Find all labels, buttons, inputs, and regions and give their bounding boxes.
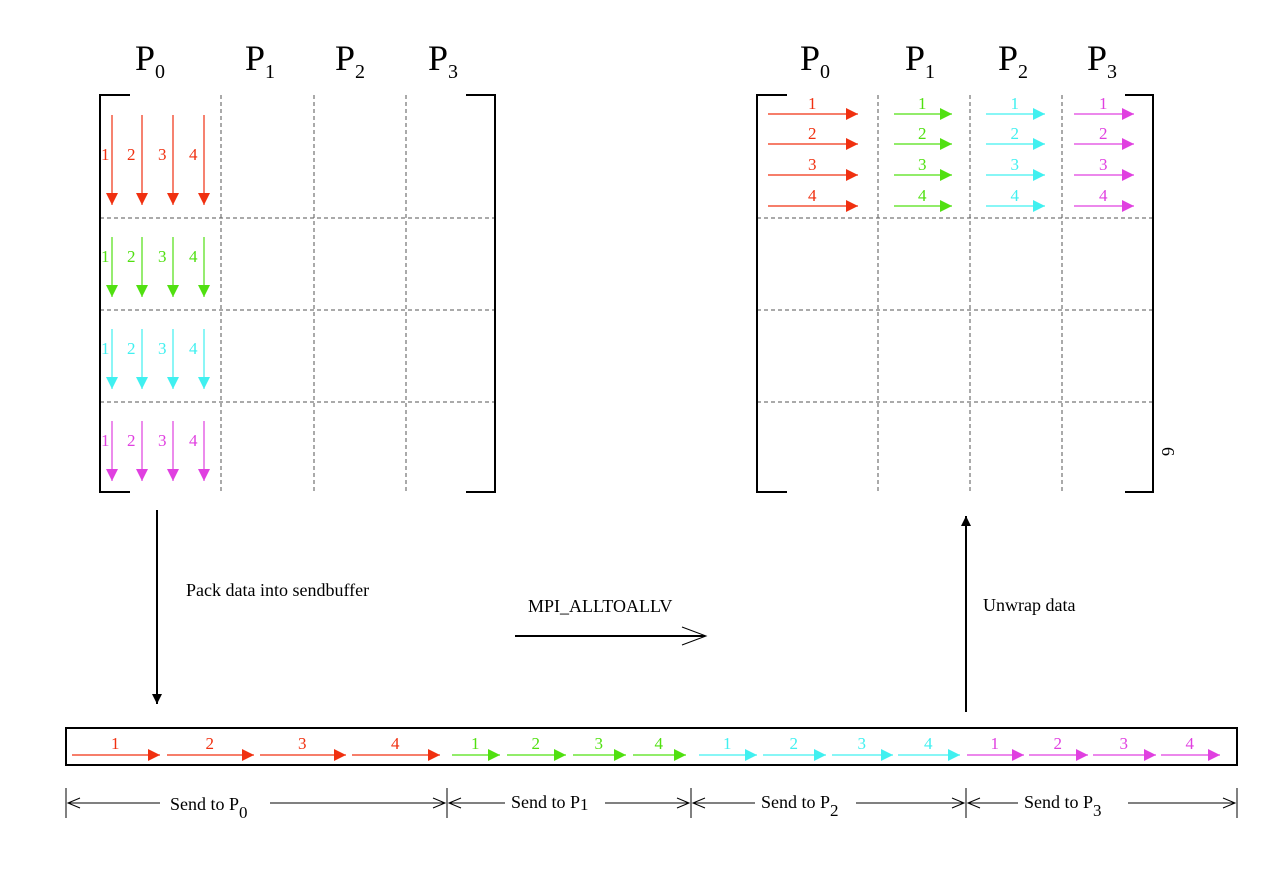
left-arrow-label-b2-4: 4: [189, 247, 198, 266]
buffer-arrow-label-b1-1: 1: [111, 734, 120, 753]
right-arrow-label-p3-1: 1: [1099, 94, 1108, 113]
pack-label: Pack data into sendbuffer: [186, 580, 369, 600]
left-matrix: P0 P1 P2 P3 1 2 3 41 2 3 41 2 3 41 2 3 4: [99, 38, 496, 493]
right-row-arrows: 1 2 3 4 1 2 3 4 1 2 3 4 1 2 3 4: [768, 94, 1134, 212]
right-arrow-label-p2-4: 4: [1011, 186, 1020, 205]
right-arrow-label-p1-1: 1: [918, 94, 927, 113]
send-range-p2: Send to P2: [691, 792, 966, 820]
left-arrow-label-b3-3: 3: [158, 339, 167, 358]
right-matrix-headers: P0 P1 P2 P3: [800, 38, 1117, 83]
right-header-p3: P3: [1087, 38, 1117, 83]
buffer-arrow-label-b1-4: 4: [391, 734, 400, 753]
left-arrow-label-b4-2: 2: [127, 431, 136, 450]
left-arrow-label-b2-2: 2: [127, 247, 136, 266]
right-arrow-label-p1-4: 4: [918, 186, 927, 205]
unwrap-label: Unwrap data: [983, 595, 1075, 615]
right-arrow-label-p2-2: 2: [1011, 124, 1020, 143]
send-ranges: Send to P0 Send to P1 Send to P2 Send to…: [65, 788, 1238, 822]
right-arrow-label-p3-3: 3: [1099, 155, 1108, 174]
buffer-arrow-label-b1-3: 3: [298, 734, 307, 753]
right-arrow-label-p0-3: 3: [808, 155, 817, 174]
buffer-arrow-label-b4-3: 3: [1120, 734, 1129, 753]
left-arrow-label-b2-1: 1: [101, 247, 110, 266]
send-label-p3: Send to P3: [1024, 792, 1102, 820]
right-arrow-label-p2-3: 3: [1011, 155, 1020, 174]
buffer-arrow-label-b4-1: 1: [991, 734, 1000, 753]
buffer-arrow-label-b3-3: 3: [858, 734, 867, 753]
right-header-p2: P2: [998, 38, 1028, 83]
left-arrow-label-b2-3: 3: [158, 247, 167, 266]
send-label-p0: Send to P0: [170, 794, 248, 822]
buffer-arrow-label-b4-4: 4: [1186, 734, 1195, 753]
left-arrow-label-b4-1: 1: [101, 431, 110, 450]
buffer-arrow-label-b1-2: 2: [206, 734, 215, 753]
left-arrow-label-b1-1: 1: [101, 145, 110, 164]
right-arrow-label-p1-2: 2: [918, 124, 927, 143]
left-arrow-label-b1-3: 3: [158, 145, 167, 164]
right-header-p1: P1: [905, 38, 935, 83]
buffer-arrow-label-b2-3: 3: [595, 734, 604, 753]
left-header-p1: P1: [245, 38, 275, 83]
send-range-p1: Send to P1: [447, 792, 691, 814]
left-arrow-label-b4-3: 3: [158, 431, 167, 450]
alltoallv-label: MPI_ALLTOALLV: [528, 596, 672, 616]
buffer-arrow-label-b3-4: 4: [924, 734, 933, 753]
left-bracket-open: [99, 94, 130, 493]
right-arrow-label-p3-4: 4: [1099, 186, 1108, 205]
buffer-arrow-label-b4-2: 2: [1054, 734, 1063, 753]
right-bracket-open: [756, 94, 787, 493]
send-range-p3: Send to P3: [966, 792, 1237, 820]
alltoallv-arrow: [515, 626, 708, 646]
left-arrow-label-b1-4: 4: [189, 145, 198, 164]
send-buffer: [65, 727, 1238, 766]
send-label-p1: Send to P1: [511, 792, 589, 814]
right-arrow-label-p3-2: 2: [1099, 124, 1108, 143]
buffer-arrow-label-b3-2: 2: [790, 734, 799, 753]
buffer-arrow-label-b3-1: 1: [723, 734, 732, 753]
left-bracket-close: [466, 94, 496, 493]
right-header-p0: P0: [800, 38, 830, 83]
right-arrow-label-p0-4: 4: [808, 186, 817, 205]
left-arrow-label-b3-2: 2: [127, 339, 136, 358]
left-arrow-label-b3-1: 1: [101, 339, 110, 358]
right-arrow-label-p0-1: 1: [808, 94, 817, 113]
send-buffer-arrows: 1 2 3 4 1 2 3 4 1 2 3 4 1 2 3 4: [72, 734, 1220, 761]
right-matrix-grid: [757, 95, 1153, 492]
send-label-p2: Send to P2: [761, 792, 839, 820]
left-header-p3: P3: [428, 38, 458, 83]
left-column-arrows: 1 2 3 41 2 3 41 2 3 41 2 3 4: [101, 115, 210, 481]
left-arrow-label-b4-4: 4: [189, 431, 198, 450]
buffer-arrow-label-b2-1: 1: [471, 734, 480, 753]
buffer-arrow-label-b2-2: 2: [532, 734, 541, 753]
right-bracket-close: [1125, 94, 1154, 493]
left-header-p2: P2: [335, 38, 365, 83]
left-matrix-grid: [100, 95, 495, 492]
send-range-p0: Send to P0: [66, 794, 447, 822]
left-arrow-label-b1-2: 2: [127, 145, 136, 164]
right-arrow-label-p1-3: 3: [918, 155, 927, 174]
left-arrow-label-b3-4: 4: [189, 339, 198, 358]
right-arrow-label-p0-2: 2: [808, 124, 817, 143]
left-matrix-headers: P0 P1 P2 P3: [135, 38, 458, 83]
right-matrix: P0 P1 P2 P3 6 1 2 3 4 1 2 3 4 1 2 3 4 1 2 3 4: [756, 38, 1178, 493]
right-arrow-label-p2-1: 1: [1011, 94, 1020, 113]
buffer-arrow-label-b2-4: 4: [655, 734, 664, 753]
right-side-mark: 6: [1158, 447, 1178, 456]
left-header-p0: P0: [135, 38, 165, 83]
